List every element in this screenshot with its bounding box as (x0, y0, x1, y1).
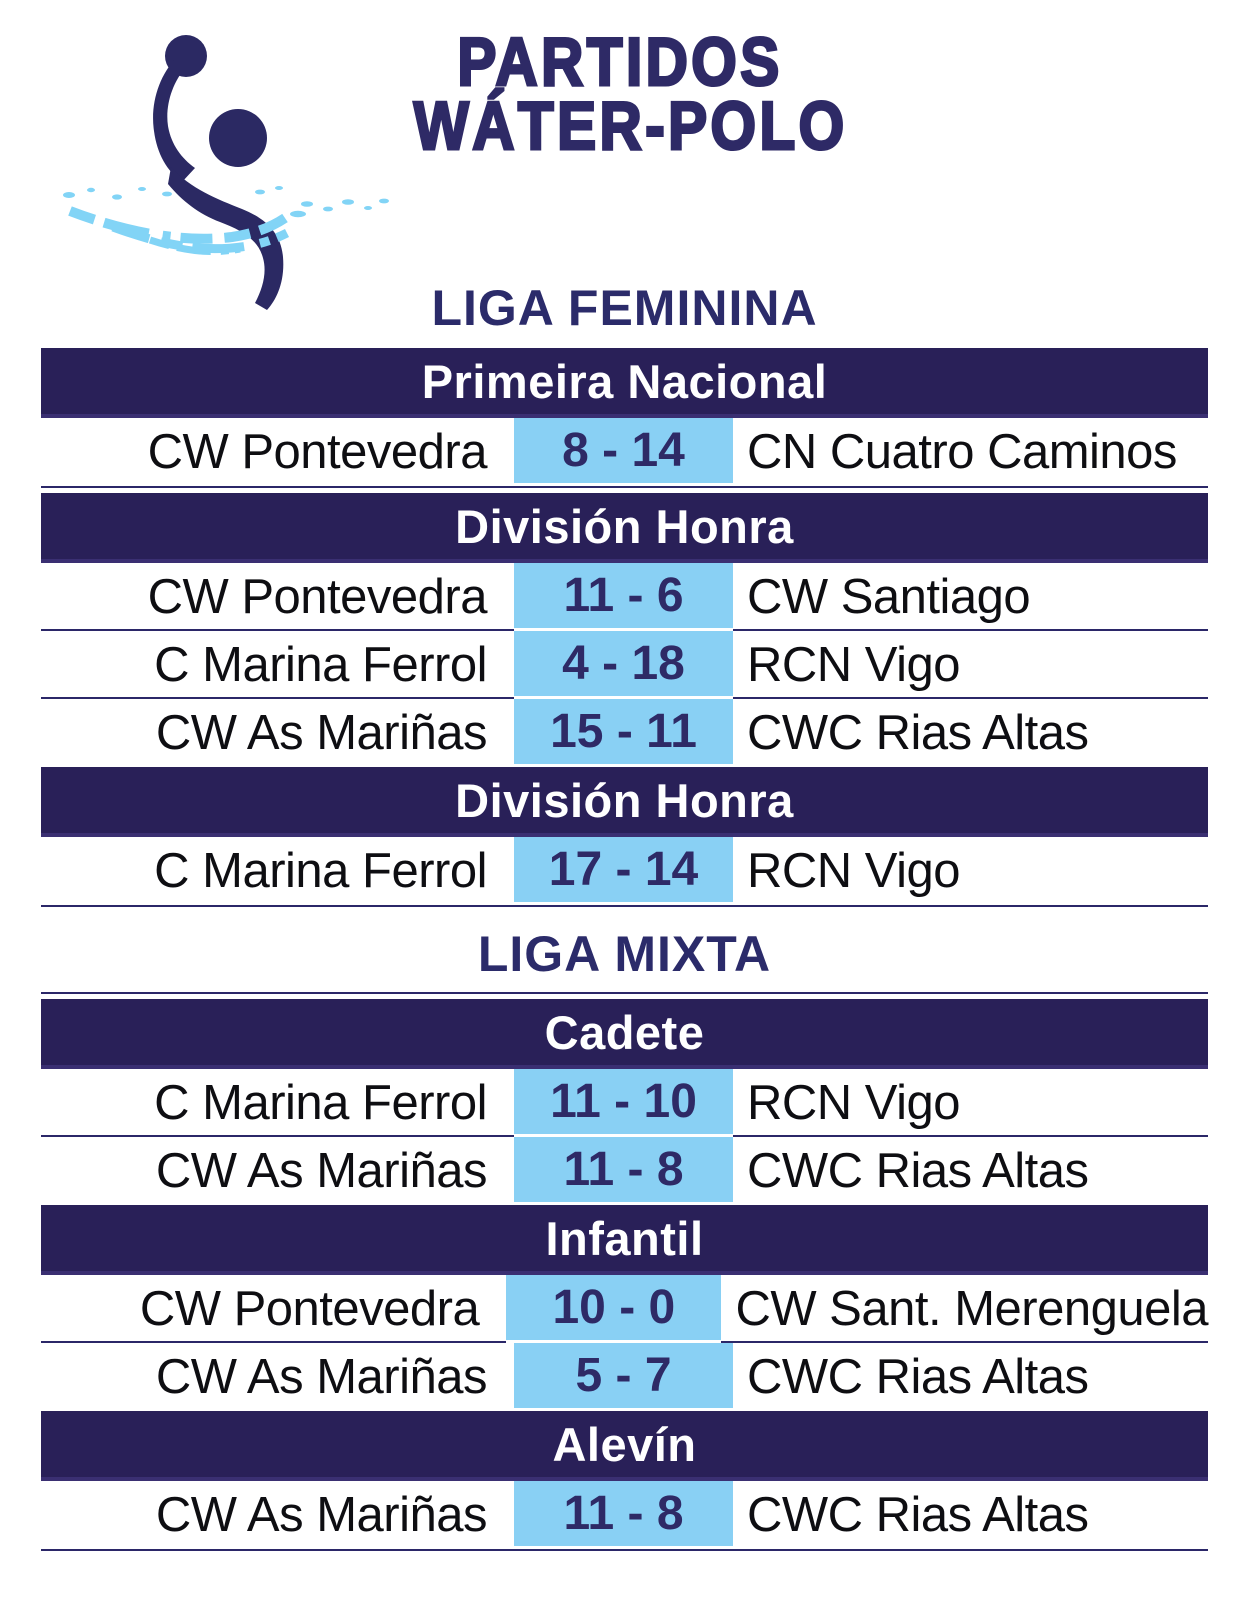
home-team: CW As Mariñas (155, 706, 488, 760)
match-row: CW As Mariñas 11 - 8 CWC Rias Altas (41, 1137, 1208, 1205)
match-score: 15 - 11 (514, 699, 733, 767)
section-banner-label: Alevín (552, 1417, 697, 1471)
match-score: 4 - 18 (514, 631, 733, 699)
section-banner: Infantil (41, 1205, 1208, 1275)
head-shape (209, 109, 267, 167)
match-score: 11 - 8 (514, 1137, 733, 1205)
match-row: C Marina Ferrol 4 - 18 RCN Vigo (41, 631, 1208, 699)
home-team: CW As Mariñas (155, 1144, 488, 1198)
match-score: 11 - 8 (514, 1481, 733, 1549)
away-team: RCN Vigo (747, 844, 960, 898)
home-team: CW As Mariñas (155, 1350, 488, 1404)
match-row: C Marina Ferrol 11 - 10 RCN Vigo (41, 1069, 1208, 1137)
match-row: CW As Mariñas 11 - 8 CWC Rias Altas (41, 1481, 1208, 1549)
title-line-1: PARTIDOS (456, 24, 783, 100)
section-banner-label: División Honra (455, 773, 794, 827)
home-team: C Marina Ferrol (154, 1076, 487, 1130)
section-banner: División Honra (41, 493, 1208, 563)
home-team: C Marina Ferrol (154, 844, 487, 898)
match-row: CW Pontevedra 8 - 14 CN Cuatro Caminos (41, 418, 1208, 486)
rule-line (41, 486, 1208, 488)
water-polo-player-logo (63, 35, 389, 310)
title-line-2: WÁTER-POLO (412, 88, 848, 164)
away-team: CWC Rias Altas (747, 1488, 1089, 1542)
match-row: CW As Mariñas 5 - 7 CWC Rias Altas (41, 1343, 1208, 1411)
away-team: CW Santiago (747, 570, 1031, 624)
home-team: CW Pontevedra (139, 1282, 480, 1336)
away-team: CWC Rias Altas (747, 1350, 1089, 1404)
body-shape (168, 167, 284, 310)
away-team: CW Sant. Merenguela (735, 1282, 1208, 1336)
away-team: CN Cuatro Caminos (747, 425, 1177, 479)
match-score: 8 - 14 (514, 418, 733, 486)
match-score: 11 - 10 (514, 1069, 733, 1137)
away-team: CWC Rias Altas (747, 706, 1089, 760)
league-heading: LIGA MIXTA (477, 926, 772, 982)
away-team: CWC Rias Altas (747, 1144, 1089, 1198)
water-splash (68, 206, 290, 256)
away-team: RCN Vigo (747, 638, 960, 692)
section-banner-label: Cadete (544, 1005, 705, 1059)
section-banner-label: División Honra (455, 499, 794, 553)
home-team: C Marina Ferrol (154, 638, 487, 692)
poster-title: PARTIDOS WÁTER-POLO (412, 24, 848, 164)
section-banner: Alevín (41, 1411, 1208, 1481)
water-droplets (63, 186, 389, 218)
home-team: CW As Mariñas (155, 1488, 488, 1542)
match-score: 11 - 6 (514, 563, 733, 631)
away-team: RCN Vigo (747, 1076, 960, 1130)
header: PARTIDOS WÁTER-POLO (0, 0, 1258, 310)
match-row: CW Pontevedra 11 - 6 CW Santiago (41, 563, 1208, 631)
match-score: 17 - 14 (514, 837, 733, 905)
section-banner-label: Infantil (545, 1211, 704, 1265)
match-row: CW As Mariñas 15 - 11 CWC Rias Altas (41, 699, 1208, 767)
section-banner: Cadete (41, 999, 1208, 1069)
league-heading: LIGA FEMININA (431, 280, 818, 336)
section-banner: Primeira Nacional (41, 348, 1208, 418)
match-score: 10 - 0 (506, 1275, 722, 1343)
section-banner-label: Primeira Nacional (421, 354, 828, 408)
home-team: CW Pontevedra (147, 570, 488, 624)
match-score: 5 - 7 (514, 1343, 733, 1411)
rule-line (41, 1549, 1208, 1551)
section-banner: División Honra (41, 767, 1208, 837)
arm-shape (153, 58, 195, 182)
results-table: LIGA FEMININA Primeira Nacional CW Ponteve… (41, 272, 1208, 1551)
match-row: CW Pontevedra 10 - 0 CW Sant. Merenguela (41, 1275, 1208, 1343)
home-team: CW Pontevedra (147, 425, 488, 479)
rule-line (41, 905, 1208, 907)
match-row: C Marina Ferrol 17 - 14 RCN Vigo (41, 837, 1208, 905)
rule-line (41, 992, 1208, 994)
